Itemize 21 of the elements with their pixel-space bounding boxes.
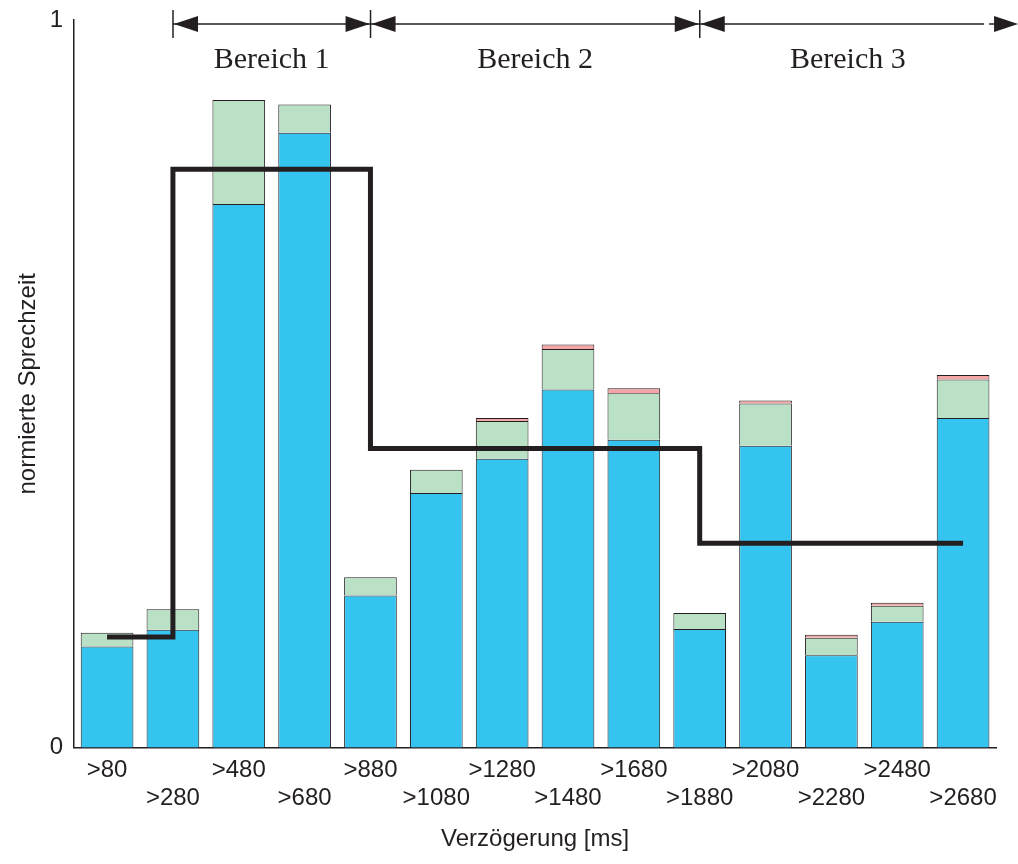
x-tick-label: >280	[145, 783, 200, 811]
x-tick-label: >1280	[468, 754, 536, 782]
x-tick-label: >1680	[600, 754, 668, 782]
y-axis-title: normierte Sprechzeit	[13, 272, 41, 495]
x-tick-label: >680	[277, 783, 332, 811]
x-tick-label: >2680	[929, 783, 997, 811]
x-tick-label: >1880	[665, 783, 734, 811]
annotation: Bereich 1	[213, 40, 330, 74]
y-tick-label: 1	[49, 4, 64, 32]
annotation: Bereich 3	[789, 40, 906, 74]
x-tick-label: >2080	[731, 754, 800, 782]
x-tick-label: >2280	[797, 783, 866, 811]
x-tick-label: >880	[343, 754, 398, 782]
x-tick-label: >1080	[402, 783, 471, 811]
x-axis-title: Verzögerung [ms]	[441, 824, 630, 852]
x-tick-label: >480	[211, 754, 266, 782]
x-tick-label: >1480	[534, 783, 602, 811]
y-tick-label: 0	[49, 732, 64, 760]
x-tick-label: >80	[86, 754, 128, 782]
x-tick-label: >2480	[863, 754, 931, 782]
annotation: Bereich 2	[477, 40, 593, 74]
